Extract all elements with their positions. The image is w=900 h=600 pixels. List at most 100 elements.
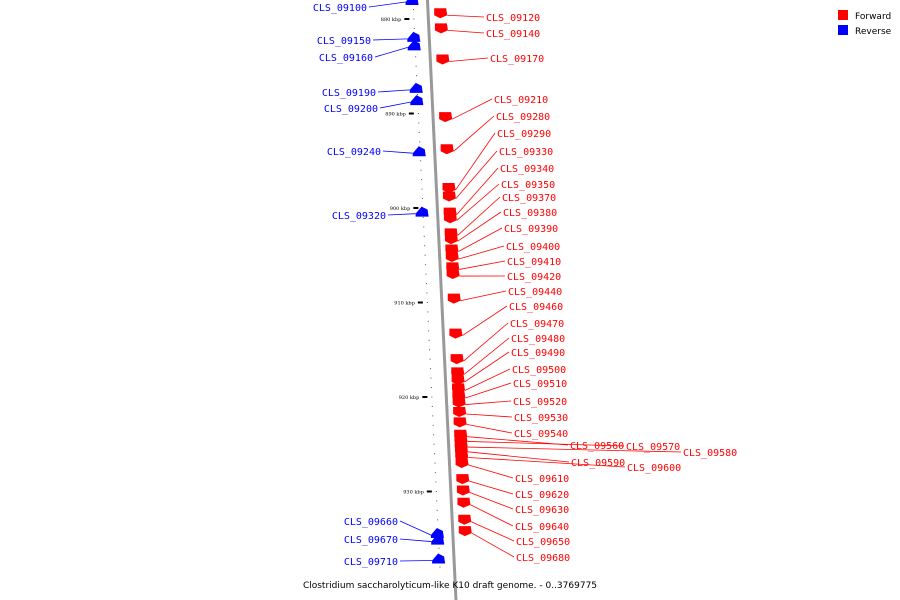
gene-arrow-forward [453, 407, 467, 418]
leader-line-reverse [399, 538, 432, 542]
gene-arrow-forward [458, 526, 472, 537]
gene-arrow-forward [447, 293, 461, 304]
minor-tick [413, 27, 415, 29]
gene-arrow-forward [451, 367, 465, 378]
minor-tick [416, 75, 418, 77]
gene-label-reverse: CLS_09100 [313, 3, 367, 14]
tick-label: 910 kbp [394, 301, 415, 307]
leader-line-forward [447, 14, 485, 18]
leader-line-forward [464, 368, 511, 391]
minor-tick [428, 330, 430, 332]
leader-line-forward [455, 132, 496, 191]
minor-tick [428, 339, 430, 341]
gene-arrow-forward [439, 112, 453, 123]
gene-label-reverse: CLS_09240 [327, 147, 381, 158]
leader-line-forward [458, 227, 503, 252]
gene-arrow-reverse [405, 0, 419, 5]
tick-label: 920 kbp [399, 395, 420, 401]
leader-line-forward [466, 424, 513, 434]
gene-arrow-forward [456, 485, 470, 496]
gene-label-reverse: CLS_09200 [324, 104, 378, 115]
gene-label-forward: CLS_09140 [486, 29, 540, 40]
minor-tick [431, 396, 433, 398]
leader-line-forward [449, 57, 489, 62]
minor-tick [427, 320, 429, 322]
gene-label-forward: CLS_09570 [626, 442, 680, 453]
leader-line-forward [468, 464, 514, 479]
leader-line-forward [471, 521, 515, 542]
gene-label-reverse: CLS_09660 [344, 517, 398, 528]
leader-line-forward [471, 532, 515, 558]
minor-tick [422, 216, 424, 218]
minor-tick [426, 302, 428, 303]
gene-label-forward: CLS_09630 [515, 505, 569, 516]
gene-arrow-forward [450, 354, 464, 365]
gene-label-forward: CLS_09330 [499, 147, 553, 158]
gene-arrow-reverse [412, 146, 426, 157]
tick-label: 930 kbp [403, 490, 424, 496]
minor-tick [429, 368, 431, 370]
gene-label-forward: CLS_09520 [513, 397, 567, 408]
gene-label-forward: CLS_09600 [627, 463, 681, 474]
gene-label-forward: CLS_09540 [514, 429, 568, 440]
gene-arrow-forward [457, 497, 471, 508]
minor-tick [413, 18, 415, 20]
legend-label-reverse: Reverse [855, 27, 892, 37]
gene-label-forward: CLS_09210 [494, 95, 548, 106]
gene-label-forward: CLS_09390 [504, 224, 558, 235]
minor-tick [430, 377, 432, 379]
leader-line-forward [453, 115, 495, 152]
major-tick [413, 207, 419, 209]
gene-label-forward: CLS_09420 [507, 272, 561, 283]
gene-label-forward: CLS_09580 [683, 448, 737, 459]
gene-label-forward: CLS_09370 [502, 193, 556, 204]
gene-label-reverse: CLS_09160 [319, 53, 373, 64]
gene-label-reverse: CLS_09190 [322, 88, 376, 99]
leader-line-forward [455, 150, 498, 199]
gene-arrow-forward [443, 213, 457, 224]
minor-tick [434, 472, 436, 474]
legend-swatch-reverse [838, 25, 848, 35]
minor-tick [415, 65, 417, 67]
gene-arrow-reverse [432, 553, 446, 564]
legend-swatch-forward [838, 10, 848, 20]
leader-line-forward [462, 305, 508, 336]
minor-tick [429, 349, 431, 351]
minor-tick [421, 179, 423, 181]
minor-tick [419, 141, 421, 143]
minor-tick [427, 311, 429, 313]
gene-arrow-forward [455, 458, 469, 469]
minor-tick [439, 566, 441, 568]
leader-line-reverse [368, 1, 406, 8]
minor-tick [412, 9, 414, 11]
major-tick [426, 490, 432, 493]
gene-arrow-reverse [407, 40, 421, 51]
leader-line-forward [467, 441, 625, 447]
gene-label-reverse: CLS_09670 [344, 535, 398, 546]
gene-arrow-forward [456, 474, 470, 485]
minor-tick [432, 415, 434, 417]
leader-line-forward [465, 382, 512, 399]
gene-label-forward: CLS_09590 [571, 458, 625, 469]
gene-arrow-reverse [431, 534, 445, 545]
leader-line-forward [469, 492, 514, 510]
gene-label-forward: CLS_09680 [516, 553, 570, 564]
leader-line-forward [457, 196, 501, 236]
minor-tick [425, 283, 427, 285]
gene-label-forward: CLS_09620 [515, 490, 569, 501]
tick-label: 900 kbp [390, 206, 411, 212]
leader-line-forward [468, 457, 626, 468]
map-caption: Clostridium saccharolyticum-like K10 dra… [303, 581, 597, 591]
minor-tick [426, 292, 428, 294]
gene-arrow-forward [458, 514, 472, 525]
gene-arrow-forward [452, 397, 466, 408]
minor-tick [432, 424, 434, 426]
minor-tick [425, 264, 427, 266]
leader-line-reverse [379, 101, 411, 109]
leader-line-forward [460, 290, 507, 302]
gene-arrow-forward [449, 328, 463, 339]
gene-arrow-reverse [415, 206, 429, 217]
gene-label-forward: CLS_09290 [497, 129, 551, 140]
leader-line-forward [459, 260, 506, 270]
minor-tick [433, 443, 435, 445]
